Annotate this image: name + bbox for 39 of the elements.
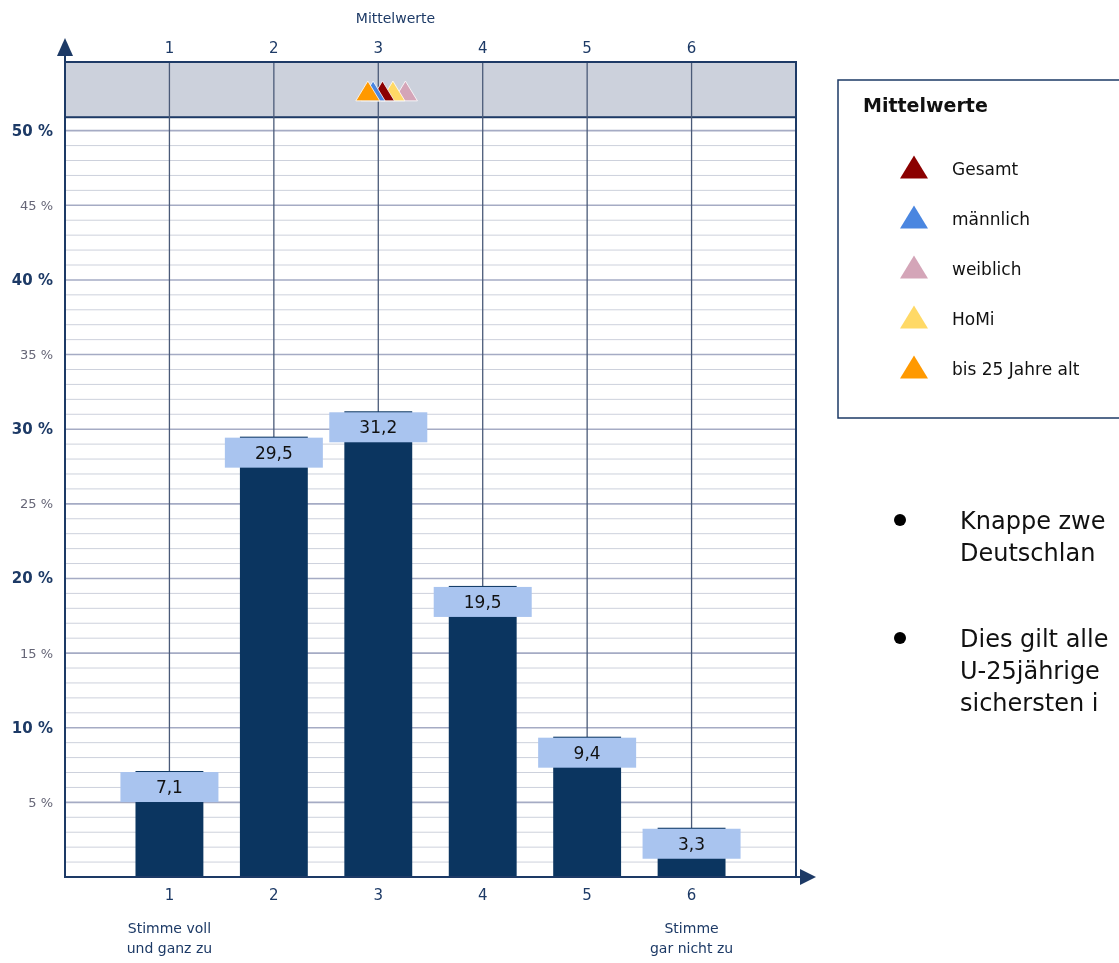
legend-title: Mittelwerte bbox=[863, 94, 988, 116]
x-tick-label: 3 bbox=[373, 39, 384, 57]
text: Stimme voll und ganz zu bbox=[126, 920, 213, 956]
x-tick-label: 4 bbox=[477, 39, 488, 57]
data-label: 31,2 bbox=[359, 417, 398, 438]
x-tick-label: 5 bbox=[582, 39, 592, 57]
x2-tick-label: 3 bbox=[373, 886, 384, 904]
y-tick-label: 40 % bbox=[11, 270, 53, 289]
x2-tick-label: 1 bbox=[164, 886, 175, 904]
x2-tick-label: 2 bbox=[269, 886, 279, 904]
y-tick-label: 5 % bbox=[28, 794, 53, 810]
y-tick-label: 50 % bbox=[11, 121, 53, 140]
x2-tick-label: 5 bbox=[582, 886, 592, 904]
text: Dies gilt alle U-25jährige sichersten i bbox=[960, 625, 1109, 717]
x2-tick-label: 4 bbox=[477, 886, 488, 904]
y-tick-label: 35 % bbox=[19, 347, 53, 363]
data-label: 9,4 bbox=[573, 742, 601, 763]
legend-label: männlich bbox=[952, 209, 1031, 229]
text: Stimme gar nicht zu bbox=[649, 920, 734, 956]
x-tick-label: 1 bbox=[164, 39, 175, 57]
data-label: 29,5 bbox=[254, 442, 293, 463]
y-tick-label: 15 % bbox=[19, 645, 53, 661]
x2-axis-title: Mittelwerte bbox=[355, 10, 436, 26]
legend-label: weiblich bbox=[952, 259, 1022, 279]
y-tick-label: 20 % bbox=[11, 569, 53, 588]
y-tick-label: 30 % bbox=[11, 420, 53, 439]
y-tick-label: 25 % bbox=[19, 496, 53, 512]
legend-label: HoMi bbox=[952, 309, 995, 329]
x2-tick-label: 6 bbox=[686, 886, 697, 904]
data-label: 19,5 bbox=[463, 591, 502, 612]
data-label: 3,3 bbox=[678, 833, 706, 854]
x-tick-label: 2 bbox=[269, 39, 279, 57]
text: Knappe zwe Deutschlan bbox=[960, 507, 1106, 567]
x-tick-label: 6 bbox=[686, 39, 697, 57]
data-label: 7,1 bbox=[155, 777, 183, 798]
y-tick-label: 45 % bbox=[19, 197, 53, 213]
legend-label: Gesamt bbox=[952, 159, 1019, 179]
legend-label: bis 25 Jahre alt bbox=[952, 359, 1080, 379]
y-tick-label: 10 % bbox=[11, 718, 53, 737]
